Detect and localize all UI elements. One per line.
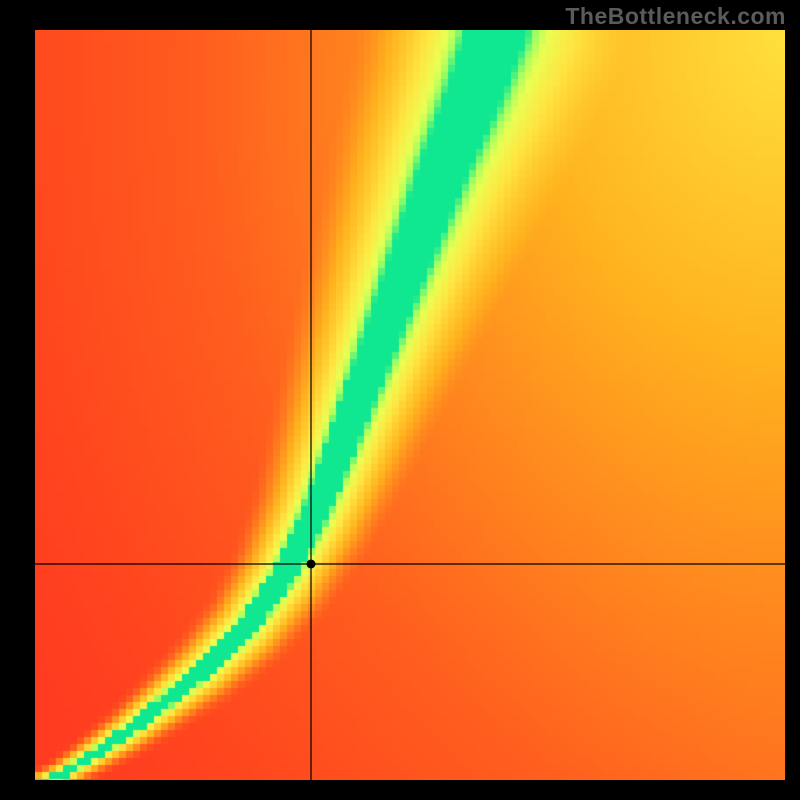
watermark-label: TheBottleneck.com — [565, 3, 786, 30]
heatmap-canvas — [35, 30, 785, 780]
chart-container: TheBottleneck.com — [0, 0, 800, 800]
